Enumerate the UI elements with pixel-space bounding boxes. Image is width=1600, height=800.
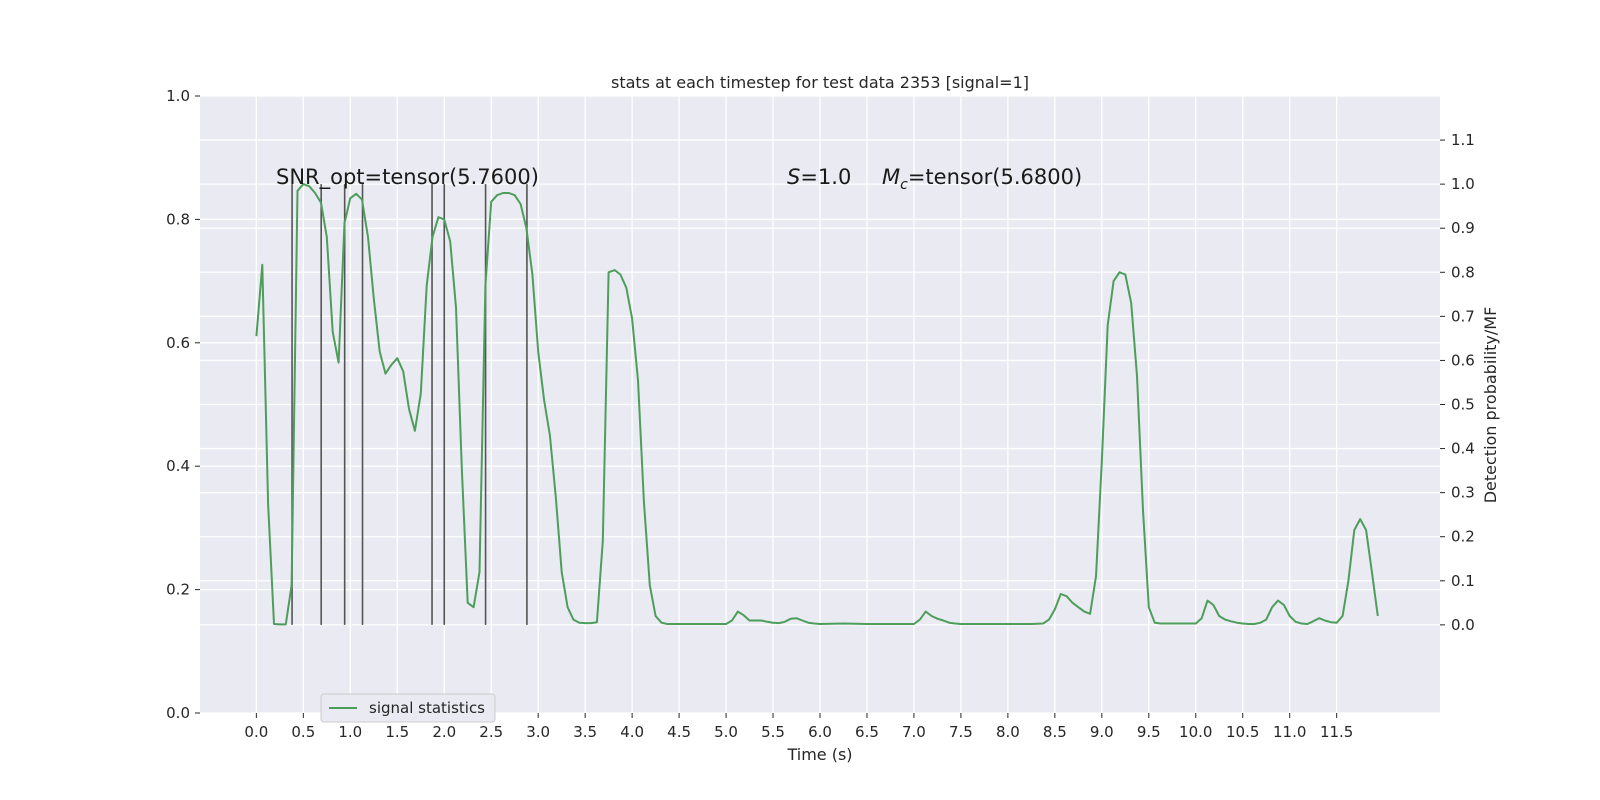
snr-annotation: SNR_opt=tensor(5.7600) (276, 165, 539, 190)
y-right-tick-label: 0.5 (1451, 396, 1475, 414)
y-left-tick-label: 0.4 (166, 457, 190, 475)
x-tick-label: 8.5 (1043, 723, 1067, 741)
mc-annotation: Mc=tensor(5.6800) (882, 165, 1082, 193)
x-tick-label: 2.0 (432, 723, 456, 741)
y-right-tick-label: 0.1 (1451, 572, 1475, 590)
x-tick-label: 1.5 (385, 723, 409, 741)
legend-label: signal statistics (369, 699, 485, 717)
series-layer (255, 183, 1379, 626)
m-symbol: M (882, 165, 900, 189)
x-tick-label: 7.5 (949, 723, 973, 741)
x-tick-label: 6.5 (855, 723, 879, 741)
x-axis-label: Time (s) (786, 745, 852, 764)
x-tick-label: 1.0 (338, 723, 362, 741)
x-axis-ticks: 0.0 0.5 1.0 1.5 2.0 2.5 3.0 3.5 4.0 4.5 5.0 5.5 6.0 6… (244, 713, 1353, 741)
x-tick-label: 2.5 (479, 723, 503, 741)
series-line (255, 183, 1379, 626)
y-right-tick-label: 0.3 (1451, 484, 1475, 502)
y-right-tick-label: 0.4 (1451, 440, 1475, 458)
x-tick-label: 10.5 (1226, 723, 1259, 741)
x-tick-label: 11.5 (1320, 723, 1353, 741)
x-tick-label: 9.0 (1090, 723, 1114, 741)
x-tick-label: 6.0 (808, 723, 832, 741)
x-tick-label: 8.0 (996, 723, 1020, 741)
chart-title: stats at each timestep for test data 235… (611, 73, 1029, 92)
y-right-axis-label: Detection probability/MF (1481, 307, 1500, 504)
y-right-axis-ticks: 0.0 0.1 0.2 0.3 0.4 0.5 0.6 0.7 0.8 0.9 1.0 1.1 (1440, 131, 1475, 634)
y-right-tick-label: 0.9 (1451, 219, 1475, 237)
m-value: =tensor(5.6800) (908, 165, 1082, 189)
y-right-tick-label: 0.0 (1451, 616, 1475, 634)
legend-box (320, 693, 496, 723)
x-tick-label: 4.0 (620, 723, 644, 741)
x-tick-label: 5.0 (714, 723, 738, 741)
x-tick-label: 9.5 (1137, 723, 1161, 741)
s-symbol: S (787, 165, 800, 189)
y-left-tick-label: 0.2 (166, 581, 190, 599)
y-right-tick-label: 1.0 (1451, 175, 1475, 193)
y-right-tick-label: 0.6 (1451, 351, 1475, 369)
x-tick-label: 0.5 (291, 723, 315, 741)
x-tick-label: 0.0 (244, 723, 268, 741)
m-subscript: c (900, 177, 908, 193)
y-right-tick-label: 0.8 (1451, 263, 1475, 281)
y-left-tick-label: 1.0 (166, 87, 190, 105)
s-annotation: S=1.0 (787, 165, 851, 189)
y-left-axis-ticks: 0.0 0.2 0.4 0.6 0.8 1.0 (166, 87, 200, 722)
x-tick-label: 10.0 (1179, 723, 1212, 741)
y-right-tick-label: 0.7 (1451, 307, 1475, 325)
x-tick-label: 5.5 (761, 723, 785, 741)
y-left-tick-label: 0.6 (166, 334, 190, 352)
legend: signal statistics (320, 693, 496, 723)
x-tick-label: 3.5 (573, 723, 597, 741)
s-value: =1.0 (800, 165, 851, 189)
x-tick-label: 3.0 (526, 723, 550, 741)
x-tick-label: 11.0 (1273, 723, 1306, 741)
y-left-tick-label: 0.0 (166, 704, 190, 722)
y-right-tick-label: 1.1 (1451, 131, 1475, 149)
y-left-tick-label: 0.8 (166, 210, 190, 228)
x-tick-label: 7.0 (902, 723, 926, 741)
y-right-tick-label: 0.2 (1451, 528, 1475, 546)
x-tick-label: 4.5 (667, 723, 691, 741)
